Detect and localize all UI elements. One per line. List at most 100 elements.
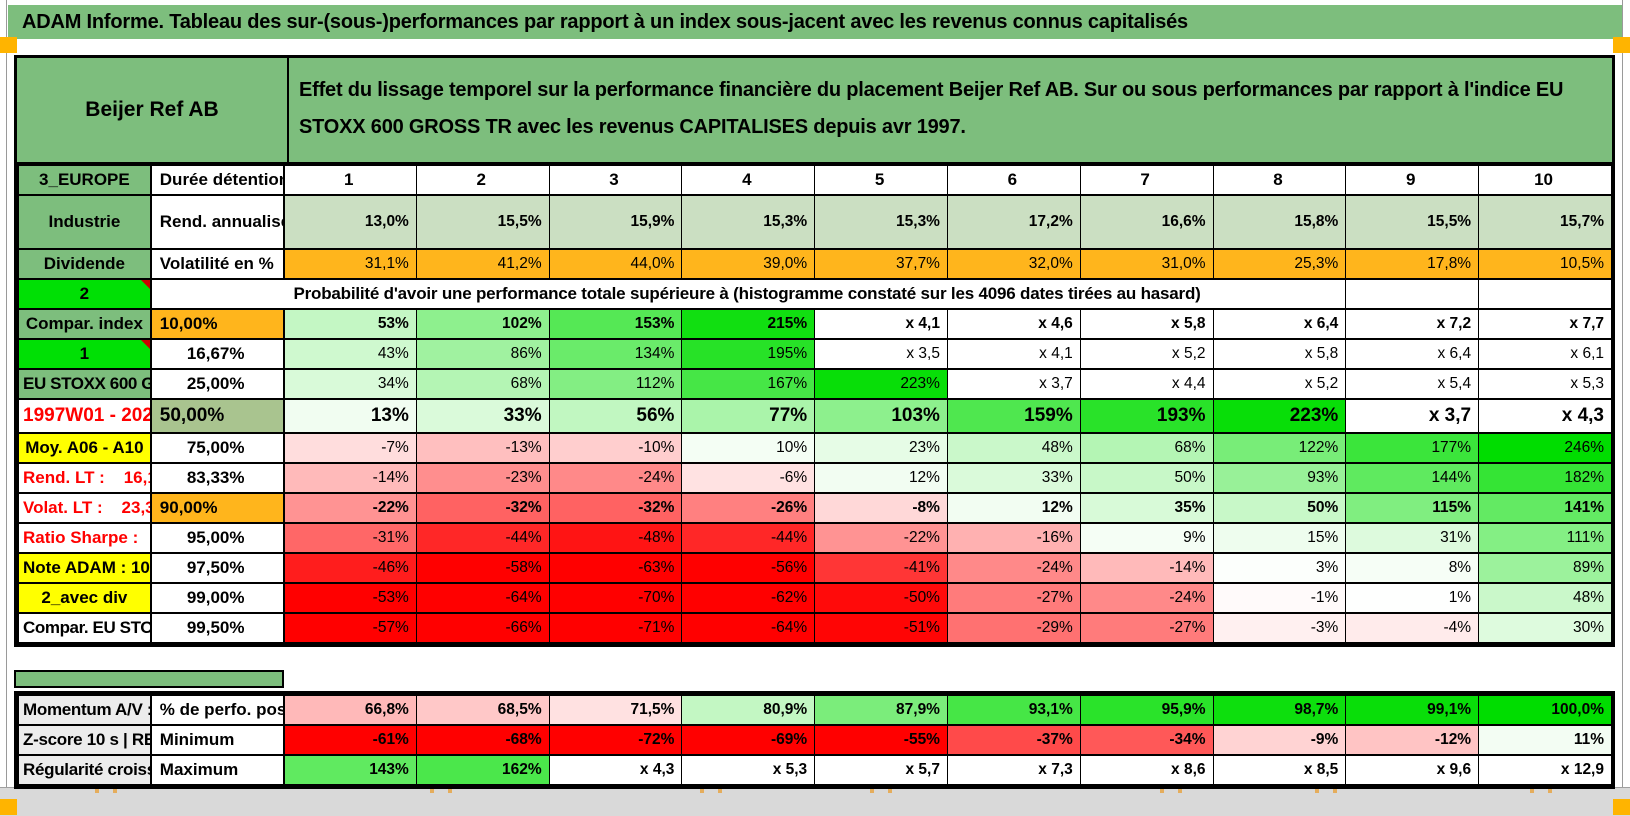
value-cell[interactable]: 144% — [1345, 462, 1480, 494]
value-cell[interactable]: 9% — [1079, 522, 1214, 554]
value-cell[interactable]: 80,9% — [681, 694, 816, 726]
value-cell[interactable]: 68% — [415, 368, 550, 400]
value-cell[interactable]: 111% — [1478, 522, 1612, 554]
value-cell[interactable]: x 8,6 — [1079, 754, 1214, 786]
column-header-cell[interactable]: 5 — [814, 164, 948, 196]
value-cell[interactable]: -31% — [283, 522, 417, 554]
value-cell[interactable]: 15,5% — [415, 194, 550, 250]
value-cell[interactable]: x 5,7 — [814, 754, 948, 786]
value-cell[interactable]: 15,3% — [681, 194, 816, 250]
column-header-cell[interactable]: 3 — [548, 164, 683, 196]
row-label-cell[interactable]: Industrie — [17, 194, 152, 250]
value-cell[interactable]: 1% — [1345, 582, 1480, 614]
row-label-cell[interactable]: Ratio Sharpe : 0,7 — [17, 522, 152, 554]
value-cell[interactable]: 195% — [681, 338, 816, 370]
value-cell[interactable]: -63% — [548, 552, 683, 584]
value-cell[interactable]: x 5,2 — [1079, 338, 1214, 370]
value-cell[interactable]: 31,1% — [283, 248, 417, 280]
value-cell[interactable]: 100,0% — [1478, 694, 1612, 726]
column-header-cell[interactable]: 2 — [415, 164, 550, 196]
value-cell[interactable]: 215% — [681, 308, 816, 340]
row-label-cell[interactable]: 1 — [17, 338, 152, 370]
value-cell[interactable]: 13,0% — [283, 194, 417, 250]
value-cell[interactable]: 43% — [283, 338, 417, 370]
value-cell[interactable]: -12% — [1345, 724, 1480, 756]
value-cell[interactable]: -68% — [415, 724, 550, 756]
value-cell[interactable]: 10,5% — [1478, 248, 1612, 280]
value-cell[interactable]: 56% — [548, 398, 683, 434]
value-cell[interactable]: 50% — [1079, 462, 1214, 494]
value-cell[interactable]: 134% — [548, 338, 683, 370]
value-cell[interactable]: 87,9% — [814, 694, 948, 726]
value-cell[interactable]: 3% — [1212, 552, 1347, 584]
param-cell[interactable]: Volatilité en % — [150, 248, 285, 280]
value-cell[interactable]: 86% — [415, 338, 550, 370]
value-cell[interactable]: 95,9% — [1079, 694, 1214, 726]
value-cell[interactable]: x 3,7 — [1345, 398, 1480, 434]
value-cell[interactable]: -14% — [1079, 552, 1214, 584]
value-cell[interactable]: 30% — [1478, 612, 1612, 644]
value-cell[interactable]: -66% — [415, 612, 550, 644]
value-cell[interactable]: -22% — [283, 492, 417, 524]
value-cell[interactable]: 177% — [1345, 432, 1480, 464]
value-cell[interactable]: -55% — [814, 724, 948, 756]
value-cell[interactable]: -64% — [415, 582, 550, 614]
empty-cell[interactable] — [1478, 278, 1612, 310]
param-cell[interactable]: 99,00% — [150, 582, 285, 614]
value-cell[interactable]: -51% — [814, 612, 948, 644]
value-cell[interactable]: -44% — [681, 522, 816, 554]
value-cell[interactable]: 93,1% — [946, 694, 1081, 726]
param-cell[interactable]: Maximum — [150, 754, 285, 786]
value-cell[interactable]: x 5,4 — [1345, 368, 1480, 400]
value-cell[interactable]: -48% — [548, 522, 683, 554]
value-cell[interactable]: 39,0% — [681, 248, 816, 280]
value-cell[interactable]: 35% — [1079, 492, 1214, 524]
value-cell[interactable]: x 12,9 — [1478, 754, 1612, 786]
value-cell[interactable]: 15,5% — [1345, 194, 1480, 250]
value-cell[interactable]: 34% — [283, 368, 417, 400]
value-cell[interactable]: 77% — [681, 398, 816, 434]
title-bar-cell[interactable]: ADAM Informe. Tableau des sur-(sous-)per… — [8, 5, 1622, 39]
value-cell[interactable]: x 4,1 — [946, 338, 1081, 370]
row-label-cell[interactable]: Momentum A/V : 2 (10=neutre) — [17, 694, 152, 726]
param-cell[interactable]: 97,50% — [150, 552, 285, 584]
row-label-cell[interactable]: 1997W01 - 2025W44 — [17, 398, 152, 434]
value-cell[interactable]: 12% — [946, 492, 1081, 524]
value-cell[interactable]: 223% — [1212, 398, 1347, 434]
row-label-cell[interactable]: Rend. LT : 16,1% — [17, 462, 152, 494]
value-cell[interactable]: 15% — [1212, 522, 1347, 554]
param-cell[interactable]: 99,50% — [150, 612, 285, 644]
value-cell[interactable]: x 6,1 — [1478, 338, 1612, 370]
value-cell[interactable]: 15,9% — [548, 194, 683, 250]
column-header-cell[interactable]: 6 — [946, 164, 1081, 196]
value-cell[interactable]: -1% — [1212, 582, 1347, 614]
value-cell[interactable]: 162% — [415, 754, 550, 786]
value-cell[interactable]: 15,8% — [1212, 194, 1347, 250]
value-cell[interactable]: 143% — [283, 754, 417, 786]
value-cell[interactable]: -41% — [814, 552, 948, 584]
value-cell[interactable]: 122% — [1212, 432, 1347, 464]
fund-name-cell[interactable]: Beijer Ref AB — [17, 58, 289, 162]
value-cell[interactable]: 11% — [1478, 724, 1612, 756]
column-header-cell[interactable]: 4 — [681, 164, 816, 196]
value-cell[interactable]: x 8,5 — [1212, 754, 1347, 786]
value-cell[interactable]: -16% — [946, 522, 1081, 554]
value-cell[interactable]: 153% — [548, 308, 683, 340]
value-cell[interactable]: -58% — [415, 552, 550, 584]
value-cell[interactable]: x 5,3 — [681, 754, 816, 786]
row-label-cell[interactable]: 2_avec div — [17, 582, 152, 614]
value-cell[interactable]: 10% — [681, 432, 816, 464]
value-cell[interactable]: x 6,4 — [1345, 338, 1480, 370]
value-cell[interactable]: x 4,6 — [946, 308, 1081, 340]
value-cell[interactable]: -23% — [415, 462, 550, 494]
value-cell[interactable]: 48% — [1478, 582, 1612, 614]
value-cell[interactable]: 13% — [283, 398, 417, 434]
value-cell[interactable]: 102% — [415, 308, 550, 340]
row-label-cell[interactable]: Moy. A06 - A10 — [17, 432, 152, 464]
value-cell[interactable]: -6% — [681, 462, 816, 494]
value-cell[interactable]: -53% — [283, 582, 417, 614]
value-cell[interactable]: 16,6% — [1079, 194, 1214, 250]
value-cell[interactable]: 159% — [946, 398, 1081, 434]
value-cell[interactable]: -72% — [548, 724, 683, 756]
value-cell[interactable]: 41,2% — [415, 248, 550, 280]
